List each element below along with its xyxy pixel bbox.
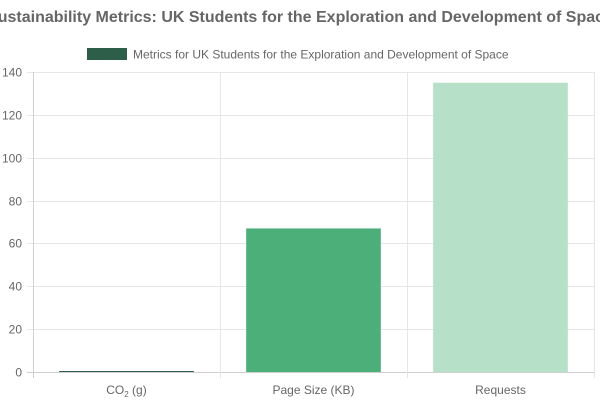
y-tick-label: 60: [9, 237, 23, 251]
x-tick-label: Requests: [475, 383, 526, 397]
legend-swatch: [87, 48, 127, 60]
legend[interactable]: Metrics for UK Students for the Explorat…: [87, 48, 509, 62]
y-axis-ticks: 0 20 40 60 80 100 120 140: [2, 66, 22, 380]
bar[interactable]: [433, 82, 568, 372]
y-tick-label: 0: [15, 366, 22, 380]
bar[interactable]: [59, 371, 194, 372]
chart-title: Sustainability Metrics: UK Students for …: [0, 9, 600, 26]
grid: [27, 72, 595, 378]
x-tick-label: CO2 (g): [106, 383, 146, 399]
x-tick-label: Page Size (KB): [272, 383, 354, 397]
y-tick-label: 40: [9, 280, 23, 294]
y-tick-label: 100: [2, 152, 22, 166]
bars: [59, 82, 568, 372]
y-tick-label: 120: [2, 109, 22, 123]
x-axis-ticks: CO2 (g) Page Size (KB) Requests: [106, 383, 526, 399]
y-tick-label: 80: [9, 195, 23, 209]
y-tick-label: 140: [2, 66, 22, 80]
bar[interactable]: [246, 228, 381, 372]
y-tick-label: 20: [9, 323, 23, 337]
legend-label: Metrics for UK Students for the Explorat…: [133, 48, 509, 62]
